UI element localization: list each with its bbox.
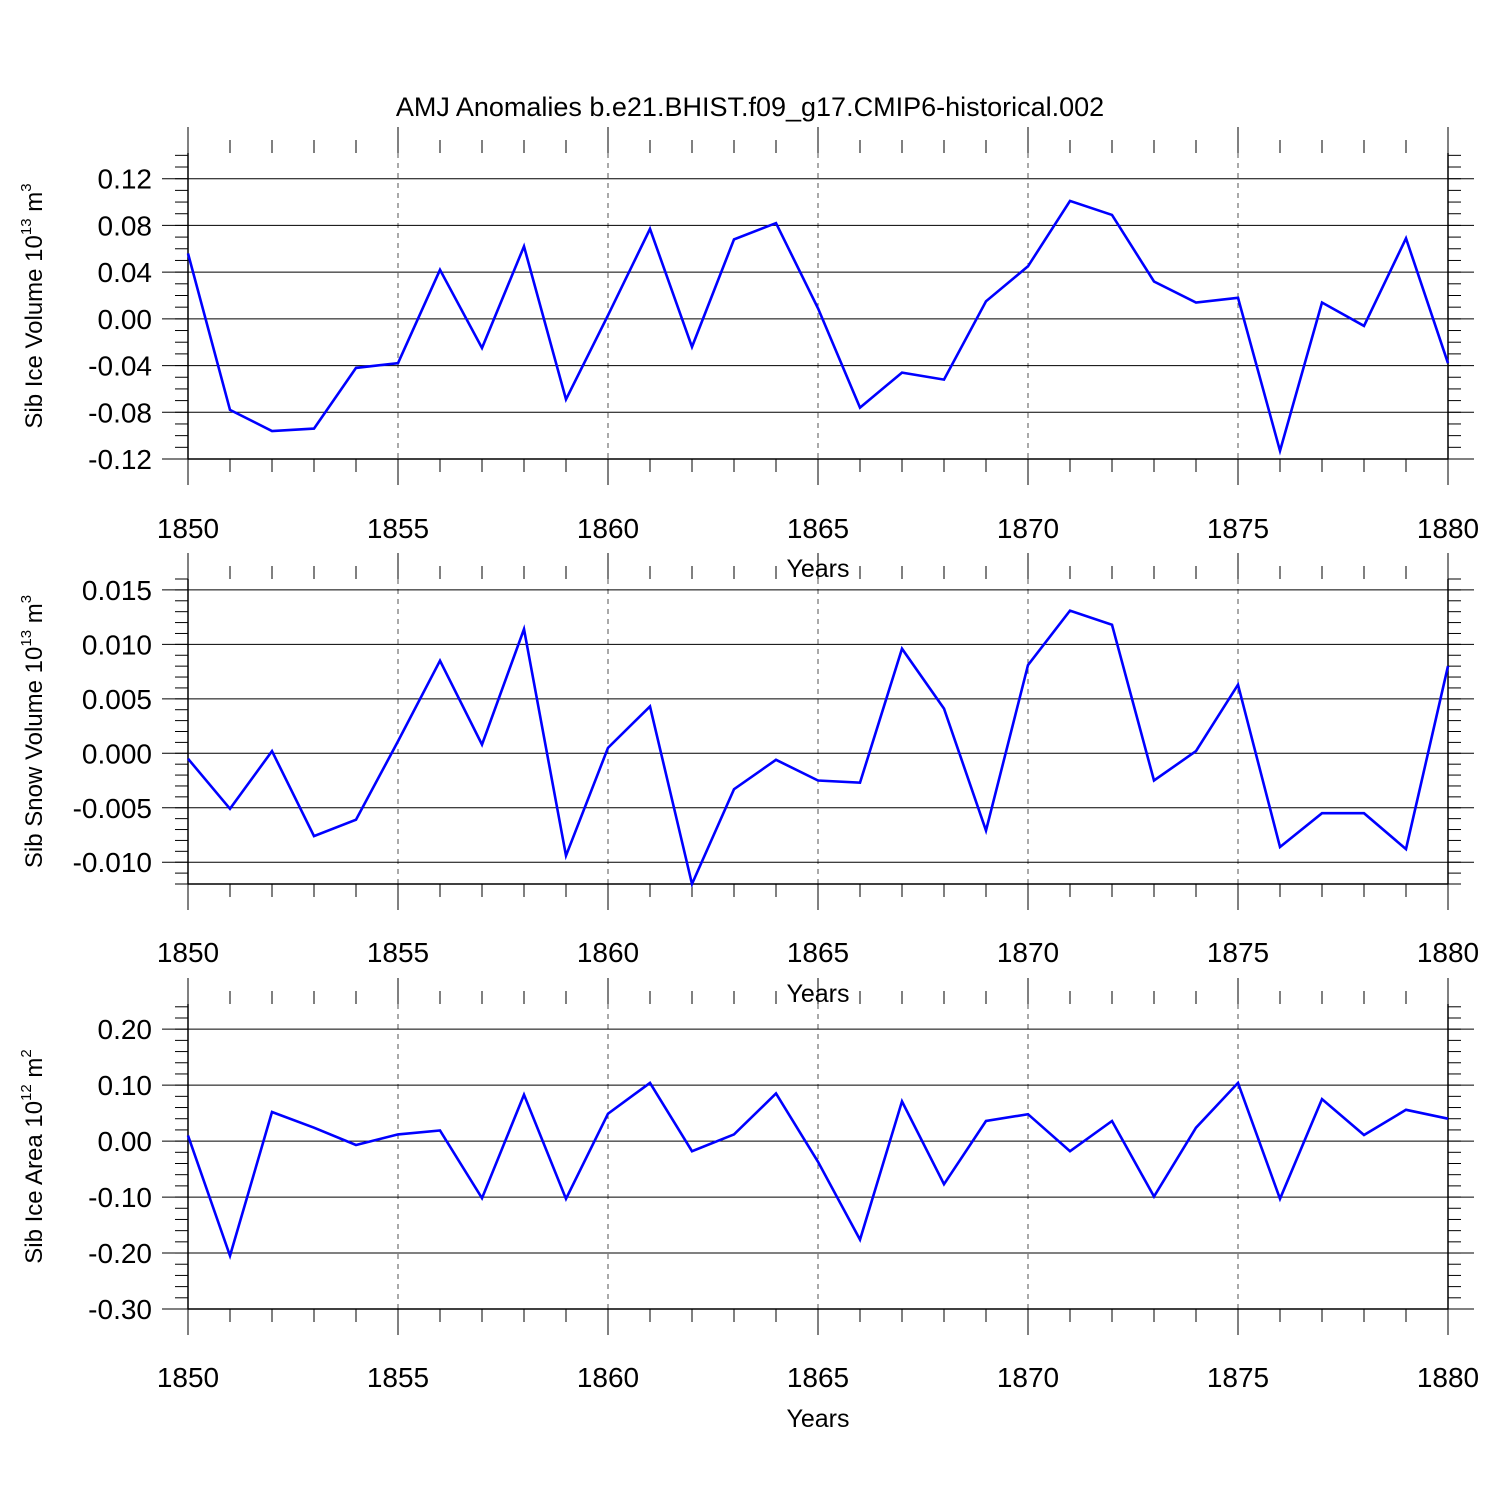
y-tick-label: -0.12 — [88, 444, 152, 475]
y-tick-label: -0.04 — [88, 351, 152, 382]
x-tick-label: 1880 — [1417, 1362, 1479, 1393]
x-tick-label: 1850 — [157, 513, 219, 544]
series-line — [187, 609, 1450, 889]
x-tick-label: 1875 — [1207, 513, 1269, 544]
x-tick-label: 1855 — [367, 513, 429, 544]
x-tick-label: 1870 — [997, 1362, 1059, 1393]
y-tick-label: 0.010 — [82, 629, 152, 660]
y-tick-label: -0.005 — [73, 793, 152, 824]
x-tick-label: 1870 — [997, 513, 1059, 544]
y-tick-label: 0.08 — [98, 210, 153, 241]
y-tick-label: 0.005 — [82, 684, 152, 715]
y-axis-label: Sib Ice Area 1012 m2 — [18, 1049, 48, 1263]
x-tick-label: 1865 — [787, 937, 849, 968]
x-tick-label: 1875 — [1207, 937, 1269, 968]
x-tick-label: 1865 — [787, 513, 849, 544]
y-tick-label: 0.10 — [98, 1070, 153, 1101]
y-tick-label: -0.10 — [88, 1182, 152, 1213]
y-axis-label: Sib Ice Volume 1013 m3 — [18, 183, 48, 428]
x-axis-label: Years — [786, 1405, 849, 1433]
y-tick-label: 0.00 — [98, 1126, 153, 1157]
y-tick-label: 0.015 — [82, 575, 152, 606]
y-tick-label: -0.08 — [88, 397, 152, 428]
series-line — [186, 199, 1450, 456]
x-tick-label: 1860 — [577, 513, 639, 544]
x-tick-label: 1855 — [367, 937, 429, 968]
y-tick-label: 0.000 — [82, 738, 152, 769]
y-tick-label: -0.30 — [88, 1294, 152, 1325]
y-tick-label: 0.20 — [98, 1014, 153, 1045]
y-axis-label: Sib Snow Volume 1013 m3 — [18, 595, 48, 868]
x-tick-label: 1850 — [157, 1362, 219, 1393]
y-tick-label: 0.04 — [98, 257, 153, 288]
y-tick-label: -0.20 — [88, 1238, 152, 1269]
panel-2: 0.015 0.010 0.005 0.000 -0.005 -0.010 1850 1855… — [18, 553, 1479, 1008]
panel-1: 0.12 0.08 0.04 0.00 -0.04 -0.08 -0.12 1850 1855 1… — [18, 127, 1479, 583]
y-tick-label: 0.12 — [98, 164, 153, 195]
y-tick-label: -0.010 — [73, 847, 152, 878]
x-tick-label: 1855 — [367, 1362, 429, 1393]
x-tick-label: 1880 — [1417, 937, 1479, 968]
x-tick-label: 1860 — [577, 937, 639, 968]
x-tick-label: 1875 — [1207, 1362, 1269, 1393]
x-tick-label: 1880 — [1417, 513, 1479, 544]
x-tick-label: 1870 — [997, 937, 1059, 968]
chart-title: AMJ Anomalies b.e21.BHIST.f09_g17.CMIP6-… — [396, 92, 1104, 122]
x-tick-label: 1860 — [577, 1362, 639, 1393]
x-tick-label: 1850 — [157, 937, 219, 968]
y-tick-label: 0.00 — [98, 304, 153, 335]
x-tick-label: 1865 — [787, 1362, 849, 1393]
panel-3: 0.20 0.10 0.00 -0.10 -0.20 -0.30 1850 1855 1860 1… — [18, 978, 1479, 1433]
series-line — [186, 1080, 1449, 1261]
